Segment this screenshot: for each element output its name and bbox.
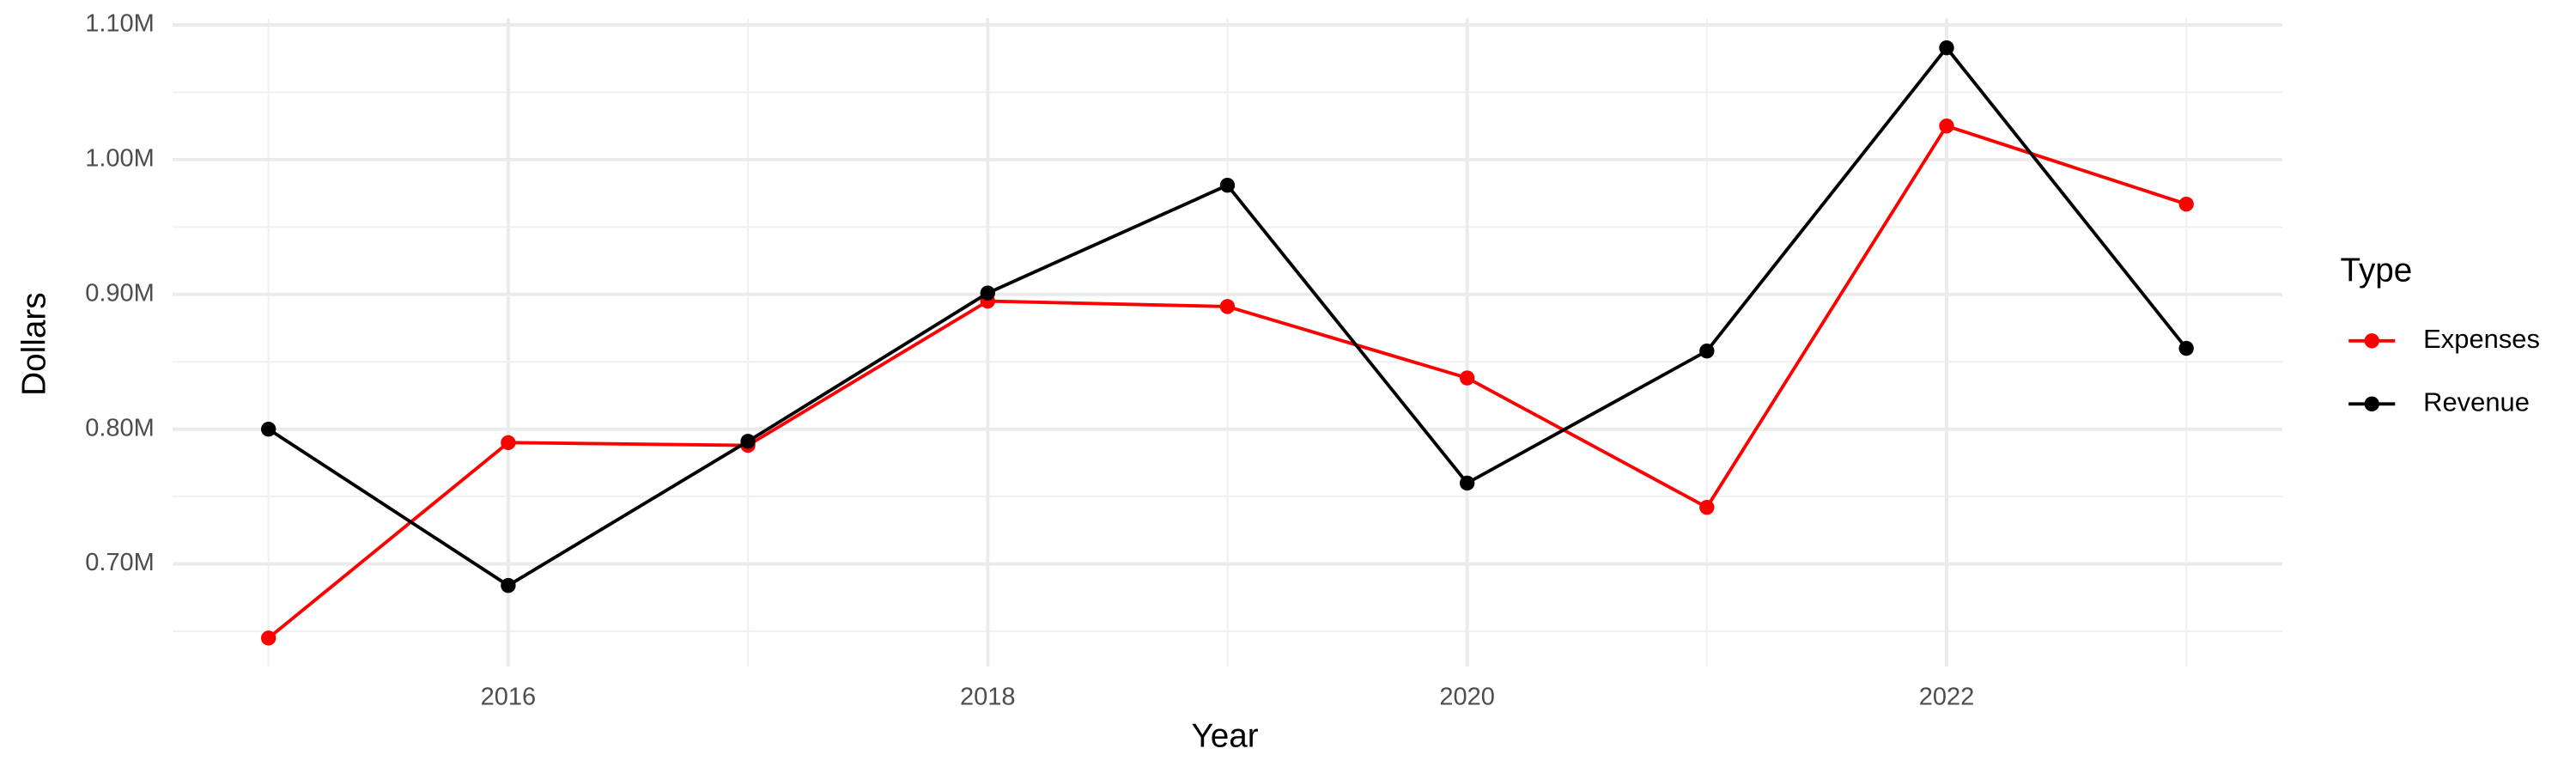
data-point <box>1459 475 1475 491</box>
data-point <box>261 630 276 646</box>
y-tick-label: 0.90M <box>85 279 155 307</box>
y-axis-label: Dollars <box>16 292 53 395</box>
data-point <box>740 434 756 449</box>
y-tick-label: 0.70M <box>85 549 155 576</box>
x-tick-label: 2018 <box>960 684 1015 711</box>
data-point <box>1939 40 1954 56</box>
data-point <box>1219 299 1236 314</box>
data-point <box>1699 343 1715 359</box>
legend-label: Expenses <box>2423 324 2540 354</box>
data-point <box>2178 196 2194 212</box>
legend-label: Revenue <box>2423 386 2530 417</box>
data-point <box>1459 370 1475 386</box>
y-tick-label: 1.00M <box>85 145 155 173</box>
data-point <box>501 435 516 451</box>
x-axis-label: Year <box>1192 718 1259 755</box>
y-tick-label: 1.10M <box>85 10 155 38</box>
data-point <box>1699 499 1715 515</box>
x-tick-label: 2020 <box>1439 684 1494 711</box>
legend-key-point <box>2364 333 2379 349</box>
data-point <box>980 285 995 301</box>
y-tick-label: 0.80M <box>85 414 155 441</box>
legend-key-point <box>2364 396 2379 412</box>
data-point <box>1219 177 1236 193</box>
x-tick-label: 2016 <box>481 684 536 711</box>
data-point <box>2178 340 2194 356</box>
x-tick-label: 2022 <box>1919 684 1974 711</box>
legend-title: Type <box>2341 253 2413 289</box>
data-point <box>1939 118 1954 134</box>
data-point <box>261 421 276 437</box>
data-point <box>501 577 516 593</box>
